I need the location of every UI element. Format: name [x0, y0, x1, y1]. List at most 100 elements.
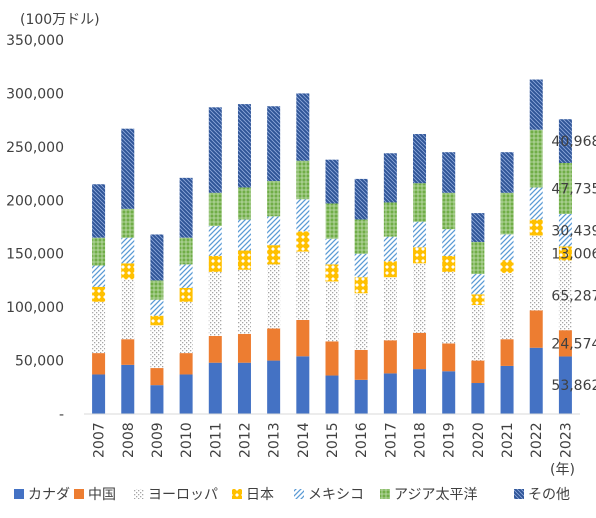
bar-segment	[150, 299, 164, 316]
bar-segment	[413, 134, 427, 184]
bar-segment	[179, 237, 193, 265]
bar-segment	[558, 162, 572, 214]
bar-segment	[208, 255, 222, 272]
legend: カナダ 中国 ヨーロッパ 日本 メキシコ アジア太平洋 その他	[14, 487, 570, 503]
x-tick-label: 2019	[442, 422, 458, 458]
x-tick-label: 2016	[354, 422, 370, 458]
legend-swatch	[134, 489, 144, 499]
bars-group	[92, 79, 572, 414]
bar-segment	[325, 375, 339, 414]
bar-segment	[471, 213, 485, 242]
bar-segment	[237, 362, 251, 414]
bar-segment	[383, 373, 397, 414]
bar-segment	[471, 383, 485, 414]
legend-label: カナダ	[28, 487, 70, 503]
bar-segment	[237, 250, 251, 270]
data-label: 13,006	[551, 246, 596, 262]
data-label: 65,287	[551, 288, 596, 304]
y-tick-label: 350,000	[6, 33, 64, 49]
data-label: 40,968	[551, 134, 596, 150]
bar-segment	[208, 362, 222, 414]
x-tick-label: 2018	[413, 422, 429, 458]
bar-segment	[121, 128, 135, 209]
data-labels-group: 53,862 24,574 65,287 13,006 30,439 47,735 40,9…	[551, 134, 596, 394]
bar-segment	[442, 271, 456, 344]
bar-segment	[296, 251, 310, 320]
x-tick-label: 2008	[121, 422, 137, 458]
bar-segment	[354, 293, 368, 350]
bar-segment	[529, 129, 543, 188]
bar-segment	[296, 199, 310, 232]
bar-segment	[179, 353, 193, 375]
x-tick-label: 2009	[150, 422, 166, 458]
bar-segment	[383, 202, 397, 237]
bar-segment	[150, 280, 164, 300]
bar-segment	[442, 192, 456, 230]
bar-segment	[325, 281, 339, 342]
bar-segment	[121, 263, 135, 280]
x-tick-label: 2014	[296, 422, 312, 458]
x-tick-label: 2017	[383, 422, 399, 458]
bar-segment	[296, 356, 310, 414]
bar-segment	[179, 264, 193, 288]
bar-segment	[150, 385, 164, 414]
bar-segment	[558, 213, 572, 247]
legend-label: 日本	[246, 487, 274, 503]
legend-swatch	[74, 489, 84, 499]
bar-segment	[237, 333, 251, 363]
bar-segment	[529, 79, 543, 130]
bar-segment	[558, 330, 572, 357]
data-label: 47,735	[551, 181, 596, 197]
bar-segment	[92, 286, 106, 302]
bar-segment	[471, 360, 485, 384]
bar-segment	[267, 106, 281, 182]
legend-label: メキシコ	[308, 487, 364, 503]
bar-segment	[325, 264, 339, 282]
bar-segment	[442, 371, 456, 414]
y-axis-unit-label: (100万ドル)	[20, 12, 100, 28]
bar-segment	[529, 310, 543, 348]
bar-segment	[500, 260, 514, 273]
bar-segment	[92, 184, 106, 238]
bar-segment	[92, 301, 106, 354]
bar-segment	[354, 349, 368, 380]
bar-segment	[500, 234, 514, 261]
x-tick-label: 2013	[267, 422, 283, 458]
legend-label: その他	[528, 487, 570, 503]
bar-segment	[325, 203, 339, 239]
bar-segment	[354, 253, 368, 278]
bar-segment	[383, 277, 397, 341]
bar-segment	[267, 360, 281, 414]
y-axis: - 50,000 100,000 150,000 200,000 250,000 300,0…	[6, 33, 64, 423]
bar-segment	[92, 374, 106, 414]
legend-label: ヨーロッパ	[148, 487, 218, 503]
x-tick-label: 2021	[500, 422, 516, 458]
bar-segment	[92, 353, 106, 375]
x-tick-label: 2012	[237, 422, 253, 458]
bar-segment	[413, 221, 427, 248]
bar-segment	[179, 177, 193, 238]
data-label: 53,862	[551, 378, 596, 394]
bar-segment	[92, 265, 106, 287]
bar-segment	[442, 152, 456, 193]
bar-segment	[208, 225, 222, 256]
legend-swatch	[294, 489, 304, 499]
bar-segment	[471, 305, 485, 361]
bar-segment	[121, 208, 135, 238]
bar-segment	[413, 263, 427, 333]
bar-segment	[150, 368, 164, 386]
bar-segment	[121, 279, 135, 340]
bar-segment	[383, 261, 397, 278]
bar-segment	[558, 246, 572, 261]
y-tick-label: 200,000	[6, 193, 64, 209]
legend-label: 中国	[88, 487, 116, 503]
bar-segment	[179, 287, 193, 302]
x-tick-label: 2020	[471, 422, 487, 458]
bar-segment	[500, 192, 514, 235]
bar-segment	[237, 187, 251, 220]
bar-segment	[179, 301, 193, 354]
bar-segment	[354, 379, 368, 414]
bar-segment	[500, 365, 514, 414]
bar-segment	[325, 341, 339, 376]
bar-segment	[325, 238, 339, 265]
